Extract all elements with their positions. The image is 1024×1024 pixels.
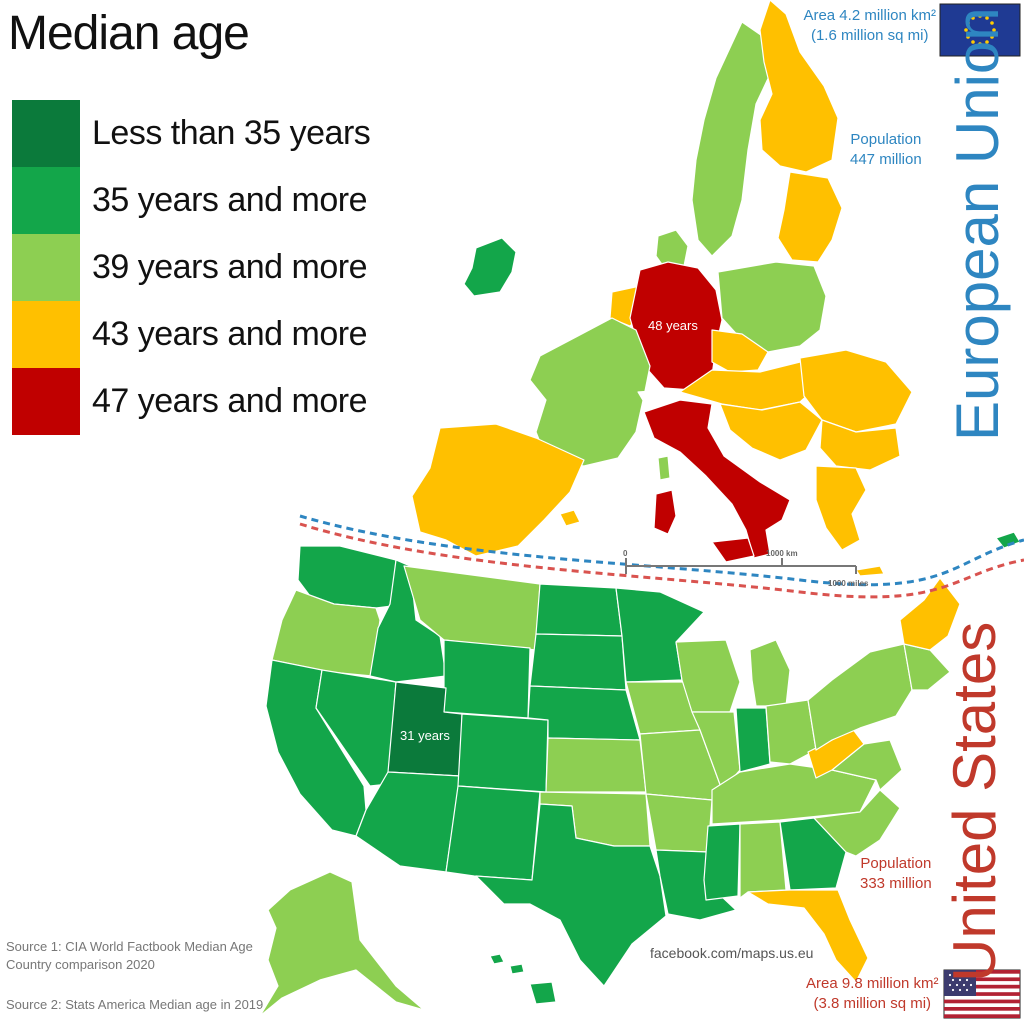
legend-label: Less than 35 years <box>92 114 371 152</box>
eu-population-line1: Population <box>850 131 922 148</box>
source-2: Source 2: Stats America Median age in 20… <box>6 997 264 1012</box>
map-region-bulgaria <box>819 419 901 471</box>
legend-item: Less than 35 years <box>12 100 371 167</box>
map-region-south-dakota <box>529 633 627 691</box>
divider-line-blue <box>299 514 1024 587</box>
eu-population-line2: 447 million <box>850 151 922 168</box>
map-region-georgia <box>779 817 847 891</box>
legend-item: 47 years and more <box>12 368 370 435</box>
map-region-crete <box>855 565 885 577</box>
map-region-romania <box>799 349 913 433</box>
map-region-alaska <box>259 871 425 1017</box>
map-region-baltics <box>777 171 843 263</box>
legend-item: 43 years and more <box>12 301 370 368</box>
legend-label: 43 years and more <box>92 315 368 353</box>
source-1: Source 1: CIA World Factbook Median Age … <box>6 938 253 974</box>
map-title: Median age <box>8 7 250 60</box>
legend-label: 35 years and more <box>92 181 368 219</box>
map-region-nevada <box>315 669 397 787</box>
map-region-pennsylvania-ny <box>807 643 913 751</box>
germany-age-label: 48 years <box>648 318 698 333</box>
map-region-sardinia <box>653 489 677 535</box>
us-region-name: United States <box>941 621 1008 982</box>
map-region-iberia <box>411 423 585 557</box>
us-population: Population 333 million <box>860 854 932 894</box>
map-region-greece <box>815 465 867 551</box>
map-region-new-mexico <box>445 785 541 881</box>
map-region-michigan <box>749 639 791 707</box>
map-region-arkansas <box>645 793 713 853</box>
map-region-texas <box>475 803 667 987</box>
us-population-line2: 333 million <box>860 875 932 892</box>
scale-miles-label: 1000 miles <box>828 579 869 588</box>
map-region-kansas <box>545 737 647 793</box>
utah-age-label: 31 years <box>400 728 450 743</box>
map-region-finland <box>759 0 839 173</box>
eu-area-line2: (1.6 million sq mi) <box>810 27 929 44</box>
map-region-sweden <box>691 21 773 257</box>
map-region-poland <box>717 261 827 353</box>
map-region-mississippi <box>703 823 741 901</box>
legend-label: 47 years and more <box>92 382 368 420</box>
legend-item: 35 years and more <box>12 167 370 234</box>
map-region-corsica <box>657 455 671 481</box>
map-region-florida <box>747 889 869 983</box>
source-1-line1: Source 1: CIA World Factbook Median Age <box>6 939 253 954</box>
eu-region-name: European Union <box>944 7 1011 441</box>
us-area-line2: (3.8 million sq mi) <box>813 995 932 1012</box>
map-region-italy <box>643 399 791 559</box>
eu-area-line1: Area 4.2 million km² <box>803 7 936 24</box>
map-region-czechia <box>711 329 769 373</box>
map-region-ireland <box>463 237 517 297</box>
map-region-alabama <box>739 821 787 899</box>
map-region-france <box>529 317 651 467</box>
credit-text: facebook.com/maps.us.eu <box>650 945 814 961</box>
legend-item: 39 years and more <box>12 234 370 301</box>
map-region-indiana <box>735 707 771 773</box>
legend-swatch <box>12 100 80 167</box>
scale-zero-label: 0 <box>623 549 628 558</box>
map-region-balearics <box>559 509 581 527</box>
legend-swatch <box>12 167 80 234</box>
divider-line-red <box>299 522 1024 599</box>
map-region-balkans <box>719 401 823 461</box>
legend-label: 39 years and more <box>92 248 368 286</box>
eu-area: Area 4.2 million km² (1.6 million sq mi) <box>803 6 936 46</box>
map-region-wyoming <box>443 639 531 719</box>
scale-km-label: 1000 km <box>766 549 798 558</box>
map-region-carolinas <box>813 789 901 857</box>
map-region-sicily <box>711 537 755 563</box>
map-region-ohio <box>765 699 817 765</box>
legend: Less than 35 years 35 years and more 39 … <box>12 100 371 435</box>
eu-flag-icon <box>939 3 1021 57</box>
map-region-hawaii <box>489 953 557 1005</box>
map-region-arizona <box>355 771 461 873</box>
source-1-line2: Country comparison 2020 <box>6 957 155 972</box>
us-flag-icon <box>943 969 1021 1019</box>
scale-bar <box>625 558 857 574</box>
map-region-north-dakota <box>535 583 623 637</box>
map-region-new-england-north <box>899 577 961 651</box>
us-area: Area 9.8 million km² (3.8 million sq mi) <box>806 974 939 1014</box>
eu-population: Population 447 million <box>850 130 922 170</box>
us-area-line1: Area 9.8 million km² <box>806 975 939 992</box>
legend-swatch <box>12 234 80 301</box>
map-region-colorado <box>457 713 549 793</box>
us-population-line1: Population <box>860 855 932 872</box>
legend-swatch <box>12 301 80 368</box>
legend-swatch <box>12 368 80 435</box>
